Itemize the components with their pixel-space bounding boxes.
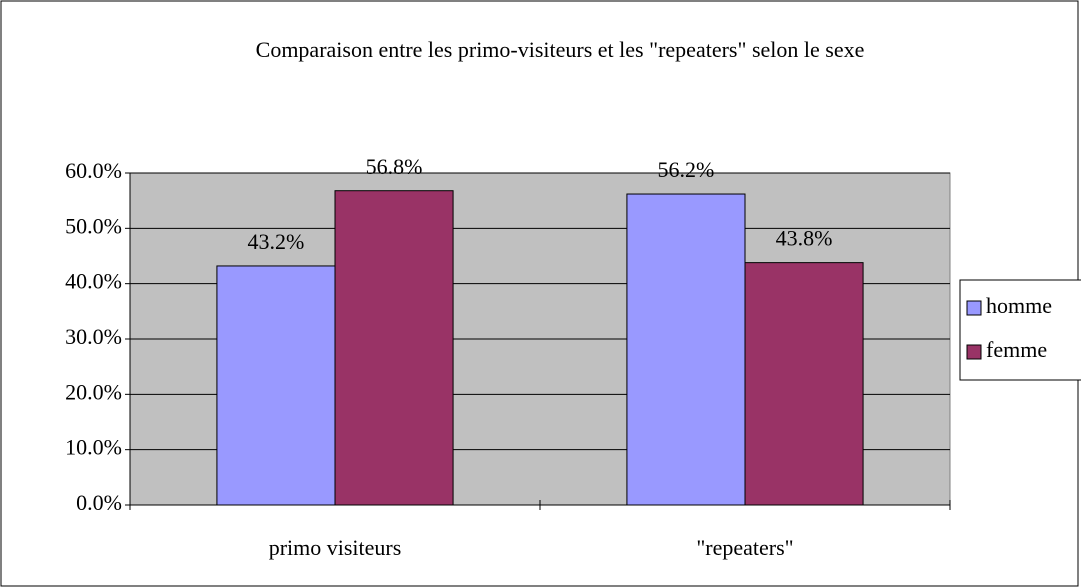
chart-title: Comparaison entre les primo-visiteurs et… bbox=[256, 37, 865, 62]
legend-swatch bbox=[966, 344, 982, 360]
value-label: 43.2% bbox=[248, 229, 305, 254]
bar bbox=[334, 190, 454, 506]
legend-swatch bbox=[966, 300, 982, 316]
y-tick-label: 60.0% bbox=[65, 158, 122, 183]
x-tick-label: "repeaters" bbox=[696, 535, 793, 560]
value-label: 43.8% bbox=[776, 226, 833, 251]
legend-label: homme bbox=[986, 293, 1052, 318]
value-label: 56.8% bbox=[366, 154, 423, 179]
legend-box bbox=[959, 279, 1081, 381]
y-tick-label: 10.0% bbox=[65, 435, 122, 460]
bar bbox=[744, 262, 864, 506]
bar bbox=[626, 193, 746, 506]
x-tick-label: primo visiteurs bbox=[269, 535, 402, 560]
bar bbox=[216, 265, 336, 506]
y-tick-label: 50.0% bbox=[65, 213, 122, 238]
y-tick-label: 0.0% bbox=[76, 490, 122, 515]
value-label: 56.2% bbox=[658, 157, 715, 182]
y-tick-label: 30.0% bbox=[65, 324, 122, 349]
legend-label: femme bbox=[986, 337, 1047, 362]
y-tick-label: 20.0% bbox=[65, 379, 122, 404]
y-tick-label: 40.0% bbox=[65, 269, 122, 294]
